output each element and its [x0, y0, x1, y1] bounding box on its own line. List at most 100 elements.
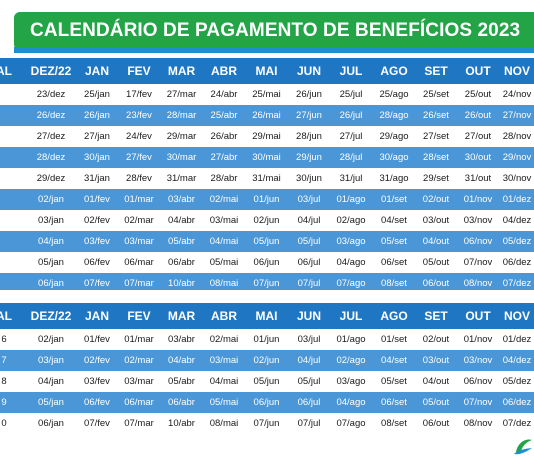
payment-date-cell: 02/ago [330, 350, 372, 371]
payment-date-cell: 06/out [416, 273, 456, 294]
payment-date-cell: 05/jan [26, 392, 76, 413]
payment-date-cell: 05/jul [288, 371, 330, 392]
payment-date-cell: 03/abr [160, 329, 203, 350]
payment-date-cell: 28/abr [203, 168, 245, 189]
table-row: 8 04/jan 03/fev 03/mar 05/abr 04/mai 05/jun 05/… [0, 371, 534, 392]
payment-date-cell: 30/ago [372, 147, 416, 168]
column-header: MAI [245, 58, 288, 84]
payment-date-cell: 06/jun [245, 252, 288, 273]
column-header: AL [0, 303, 26, 329]
column-header: FEV [118, 58, 160, 84]
payment-date-cell: 03/fev [76, 371, 118, 392]
payment-date-cell: 27/jun [288, 105, 330, 126]
payment-date-cell: 01/fev [76, 329, 118, 350]
payment-date-cell: 07/fev [76, 413, 118, 434]
payment-date-cell: 25/ago [372, 84, 416, 105]
final-digit-cell: 7 [0, 350, 26, 371]
payment-date-cell: 06/set [372, 252, 416, 273]
payment-date-cell: 05/jun [245, 371, 288, 392]
payment-date-cell: 31/mar [160, 168, 203, 189]
payment-date-cell: 06/nov [456, 371, 500, 392]
payment-date-cell: 03/nov [456, 350, 500, 371]
payment-date-cell: 03/jul [288, 329, 330, 350]
payment-date-cell: 06/jul [288, 392, 330, 413]
table-row: 27/dez 27/jan 24/fev 29/mar 26/abr 29/mai 28/j… [0, 126, 534, 147]
payment-date-cell: 06/nov [456, 231, 500, 252]
payment-date-cell: 01/nov [456, 189, 500, 210]
payment-date-cell: 04/jul [288, 350, 330, 371]
payment-date-cell: 01/mar [118, 329, 160, 350]
table-row: 9 05/jan 06/fev 06/mar 06/abr 05/mai 06/jun 06/… [0, 392, 534, 413]
payment-date-cell: 06/fev [76, 392, 118, 413]
payment-date-cell: 28/jul [330, 147, 372, 168]
payment-date-cell: 01/ago [330, 189, 372, 210]
payment-date-cell: 03/jan [26, 350, 76, 371]
payment-date-cell: 08/set [372, 273, 416, 294]
table-row: 04/jan 03/fev 03/mar 05/abr 04/mai 05/jun 05/j… [0, 231, 534, 252]
payment-date-cell: 25/abr [203, 105, 245, 126]
column-header: JAN [76, 303, 118, 329]
column-header: NOV [500, 303, 534, 329]
payment-date-cell: 04/abr [160, 350, 203, 371]
final-digit-cell [0, 210, 26, 231]
payment-date-cell: 05/jul [288, 231, 330, 252]
payment-date-cell: 07/mar [118, 413, 160, 434]
table-header-row: AL DEZ/22 JAN FEV MAR ABR MAI JUN JUL AGO SET OUT NO… [0, 58, 534, 84]
payment-date-cell: 27/jan [76, 126, 118, 147]
payment-date-cell: 28/fev [118, 168, 160, 189]
payment-date-cell: 03/out [416, 350, 456, 371]
payment-date-cell: 31/jul [330, 168, 372, 189]
payment-date-cell: 05/mai [203, 252, 245, 273]
payment-date-cell: 05/jun [245, 231, 288, 252]
payment-date-cell: 28/jun [288, 126, 330, 147]
payment-date-cell: 06/fev [76, 252, 118, 273]
payment-calendar-table-lower: AL DEZ/22 JAN FEV MAR ABR MAI JUN JUL AGO SET OUT NO… [0, 303, 534, 434]
payment-date-cell: 06/mar [118, 392, 160, 413]
final-digit-cell [0, 273, 26, 294]
payment-date-cell: 26/mai [245, 105, 288, 126]
payment-date-cell: 27/set [416, 126, 456, 147]
payment-date-cell: 25/out [456, 84, 500, 105]
payment-date-cell: 27/abr [203, 147, 245, 168]
column-header: SET [416, 303, 456, 329]
payment-date-cell: 31/ago [372, 168, 416, 189]
payment-date-cell: 04/jan [26, 231, 76, 252]
payment-date-cell: 26/abr [203, 126, 245, 147]
payment-date-cell: 03/out [416, 210, 456, 231]
final-digit-cell [0, 231, 26, 252]
payment-date-cell: 01/ago [330, 329, 372, 350]
payment-date-cell: 01/fev [76, 189, 118, 210]
payment-date-cell: 05/abr [160, 371, 203, 392]
payment-date-cell: 27/dez [26, 126, 76, 147]
payment-date-cell: 23/dez [26, 84, 76, 105]
payment-date-cell: 01/set [372, 329, 416, 350]
payment-date-cell: 26/out [456, 105, 500, 126]
payment-date-cell: 08/nov [456, 413, 500, 434]
payment-date-cell: 08/nov [456, 273, 500, 294]
payment-date-cell: 02/mar [118, 350, 160, 371]
final-digit-cell [0, 189, 26, 210]
payment-date-cell: 04/abr [160, 210, 203, 231]
payment-date-cell: 25/set [416, 84, 456, 105]
table-row: 29/dez 31/jan 28/fev 31/mar 28/abr 31/mai 30/j… [0, 168, 534, 189]
column-header: OUT [456, 58, 500, 84]
table-row: 6 02/jan 01/fev 01/mar 03/abr 02/mai 01/jun 03/… [0, 329, 534, 350]
table-row: 05/jan 06/fev 06/mar 06/abr 05/mai 06/jun 06/j… [0, 252, 534, 273]
final-digit-cell [0, 126, 26, 147]
title-banner [14, 12, 534, 50]
payment-date-cell: 04/mai [203, 371, 245, 392]
page-title: CALENDÁRIO DE PAGAMENTO DE BENEFÍCIOS 20… [30, 20, 521, 41]
payment-date-cell: 24/nov [500, 84, 534, 105]
payment-date-cell: 05/mai [203, 392, 245, 413]
table-row: 02/jan 01/fev 01/mar 03/abr 02/mai 01/jun 03/j… [0, 189, 534, 210]
payment-date-cell: 02/jun [245, 350, 288, 371]
payment-date-cell: 05/jan [26, 252, 76, 273]
column-header: MAI [245, 303, 288, 329]
payment-date-cell: 03/mai [203, 210, 245, 231]
payment-date-cell: 29/dez [26, 168, 76, 189]
table-header-row: AL DEZ/22 JAN FEV MAR ABR MAI JUN JUL AGO SET OUT NO… [0, 303, 534, 329]
payment-date-cell: 04/ago [330, 392, 372, 413]
payment-date-cell: 27/jul [330, 126, 372, 147]
payment-calendar-table-upper: AL DEZ/22 JAN FEV MAR ABR MAI JUN JUL AGO SET OUT NO… [0, 58, 534, 294]
payment-date-cell: 27/fev [118, 147, 160, 168]
